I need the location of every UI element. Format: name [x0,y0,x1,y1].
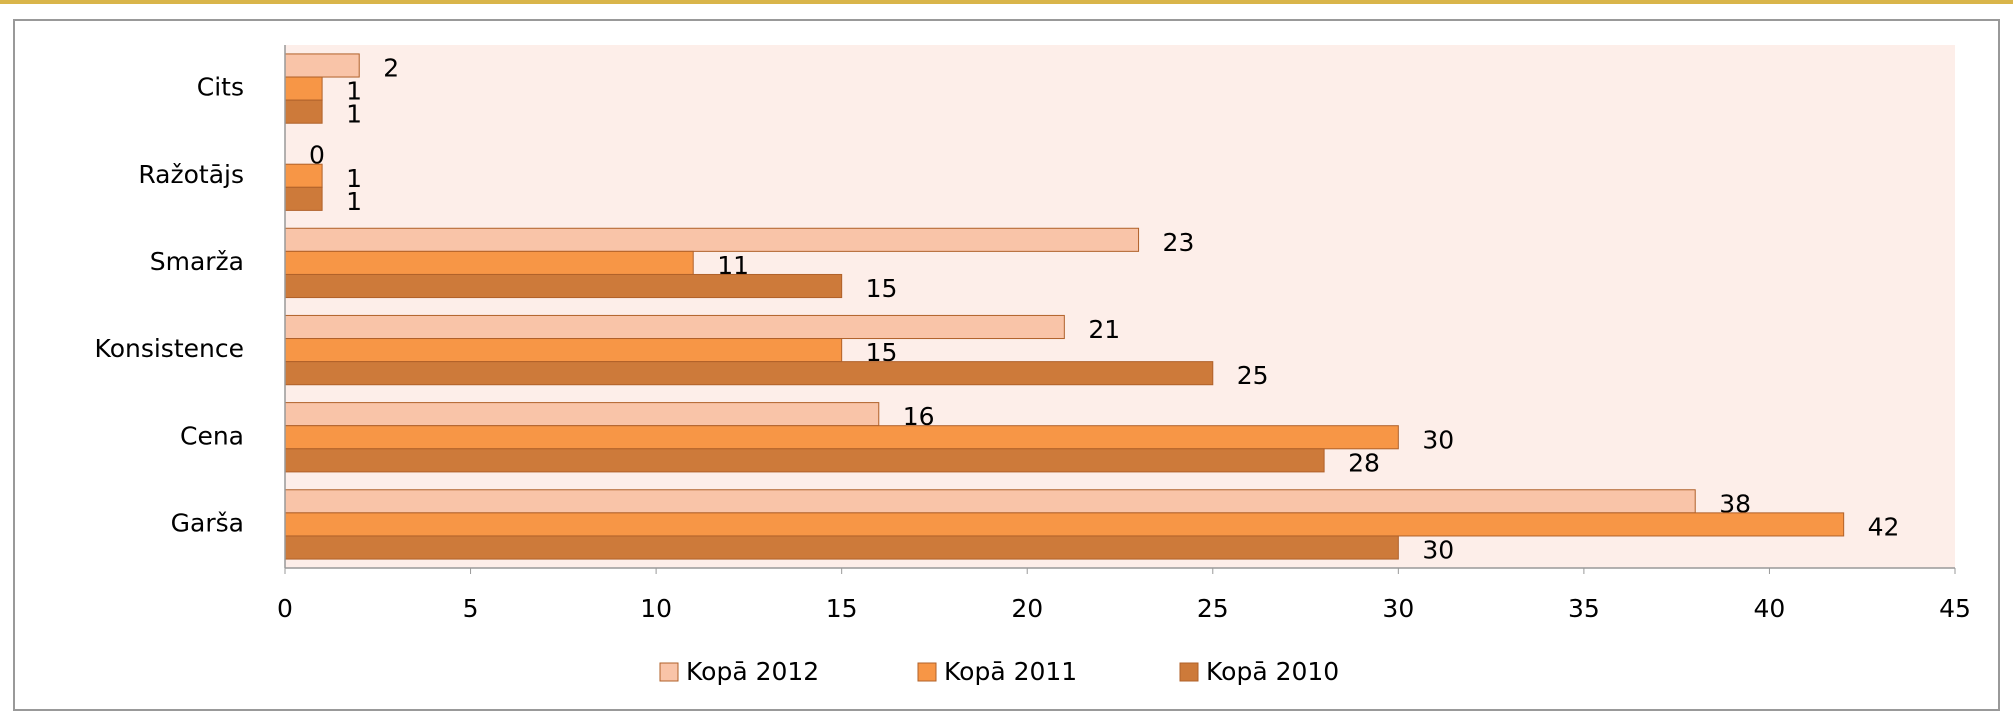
bar [284,338,843,363]
bar [284,425,1399,450]
value-label: 15 [866,274,898,303]
x-tick-label: 15 [826,594,858,623]
y-tick-label: Konsistence [95,334,244,363]
bar [284,163,323,188]
legend-swatch [917,662,937,682]
value-label: 28 [1348,448,1380,477]
x-tick-label: 30 [1382,594,1414,623]
y-tick-label: Smarža [150,247,244,276]
value-label: 30 [1422,536,1454,565]
value-label: 25 [1237,361,1269,390]
x-tick-label: 35 [1568,594,1600,623]
legend-swatch [659,662,679,682]
value-label: 1 [346,77,362,106]
legend-label: Kopā 2010 [1206,657,1339,686]
x-tick-label: 45 [1939,594,1971,623]
value-label: 1 [346,100,362,129]
value-label: 42 [1868,512,1900,541]
bar [284,489,1696,514]
legend-swatch [1179,662,1199,682]
value-label: 2 [383,53,399,82]
bar [284,53,360,78]
plot-area [285,45,1955,568]
x-tick-label: 5 [463,594,479,623]
value-label: 1 [346,164,362,193]
y-tick-label: Ražotājs [138,160,244,189]
bar [284,448,1325,473]
value-label: 23 [1163,228,1195,257]
value-label: 30 [1422,425,1454,454]
bar [284,402,880,427]
bar [284,186,323,211]
y-tick-label: Garša [171,508,244,537]
bar [284,512,1845,537]
value-label: 0 [309,141,325,170]
legend-label: Kopā 2011 [944,657,1077,686]
bar [284,535,1399,560]
bar [284,314,1065,340]
value-label: 21 [1088,315,1120,344]
x-tick-label: 40 [1754,594,1786,623]
x-tick-label: 10 [640,594,672,623]
bar [284,76,323,101]
x-tick-label: 0 [277,594,293,623]
legend-label: Kopā 2012 [686,657,819,686]
bar [284,250,694,275]
y-tick-label: Cits [197,73,244,102]
bar [284,99,323,124]
x-tick-label: 20 [1011,594,1043,623]
top-border [0,0,2013,4]
bar [284,227,1140,252]
x-tick-label: 25 [1197,594,1229,623]
value-label: 1 [346,187,362,216]
bar [284,273,843,299]
bar [284,361,1214,386]
y-tick-label: Cena [180,421,244,450]
